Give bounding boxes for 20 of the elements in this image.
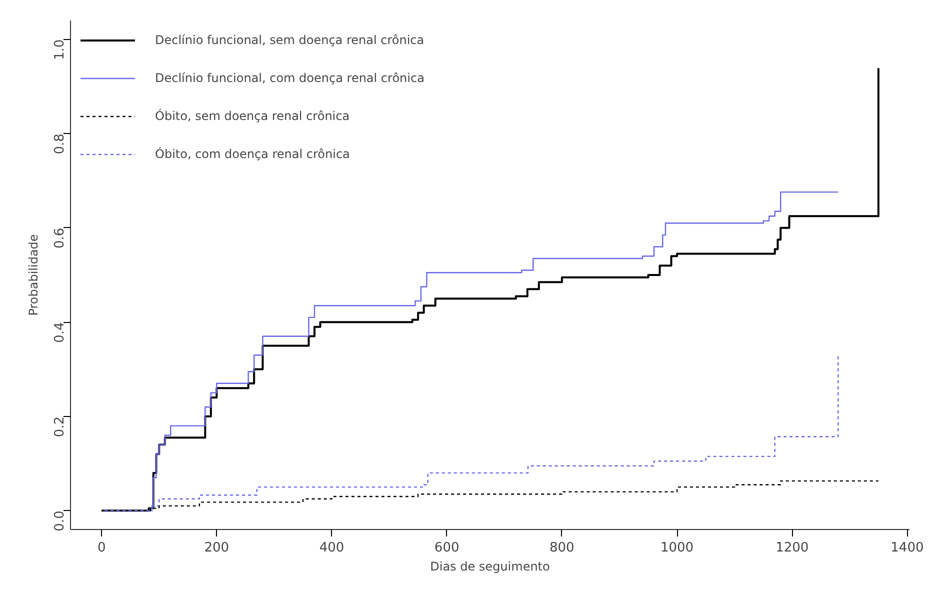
y-tick-label: 0.6 xyxy=(52,228,68,249)
x-axis-title: Dias de seguimento xyxy=(430,560,550,574)
y-tick-label: 0.8 xyxy=(52,134,68,154)
y-tick-label: 1.0 xyxy=(52,39,68,60)
x-tick-label: 0 xyxy=(97,540,106,556)
x-tick-label: 200 xyxy=(204,540,230,556)
legend-label: Declínio funcional, sem doença renal crônica xyxy=(155,33,424,47)
legend-label: Declínio funcional, com doença renal crônica xyxy=(155,71,424,85)
x-tick-label: 1400 xyxy=(890,540,924,556)
y-tick-label: 0.2 xyxy=(52,416,68,438)
legend-label: Óbito, sem doença renal crônica xyxy=(155,109,350,123)
x-tick-label: 1200 xyxy=(776,540,809,556)
x-tick-label: 1000 xyxy=(660,540,694,556)
x-tick-label: 600 xyxy=(434,540,460,556)
y-tick-label: 0.0 xyxy=(52,510,68,532)
x-tick-label: 800 xyxy=(550,540,574,556)
y-tick-label: 0.4 xyxy=(52,322,68,343)
y-axis-title: Probabilidade xyxy=(26,234,40,316)
legend-label: Óbito, com doença renal crônica xyxy=(155,147,350,161)
x-tick-label: 400 xyxy=(319,540,344,556)
